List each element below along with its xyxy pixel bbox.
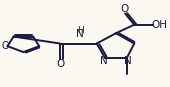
Text: N: N xyxy=(76,29,84,39)
Text: O: O xyxy=(56,60,64,70)
Text: OH: OH xyxy=(152,20,168,30)
Text: N: N xyxy=(124,56,131,66)
Text: N: N xyxy=(100,56,108,66)
Text: O: O xyxy=(2,41,9,51)
Text: O: O xyxy=(120,4,128,14)
Text: H: H xyxy=(77,26,83,35)
